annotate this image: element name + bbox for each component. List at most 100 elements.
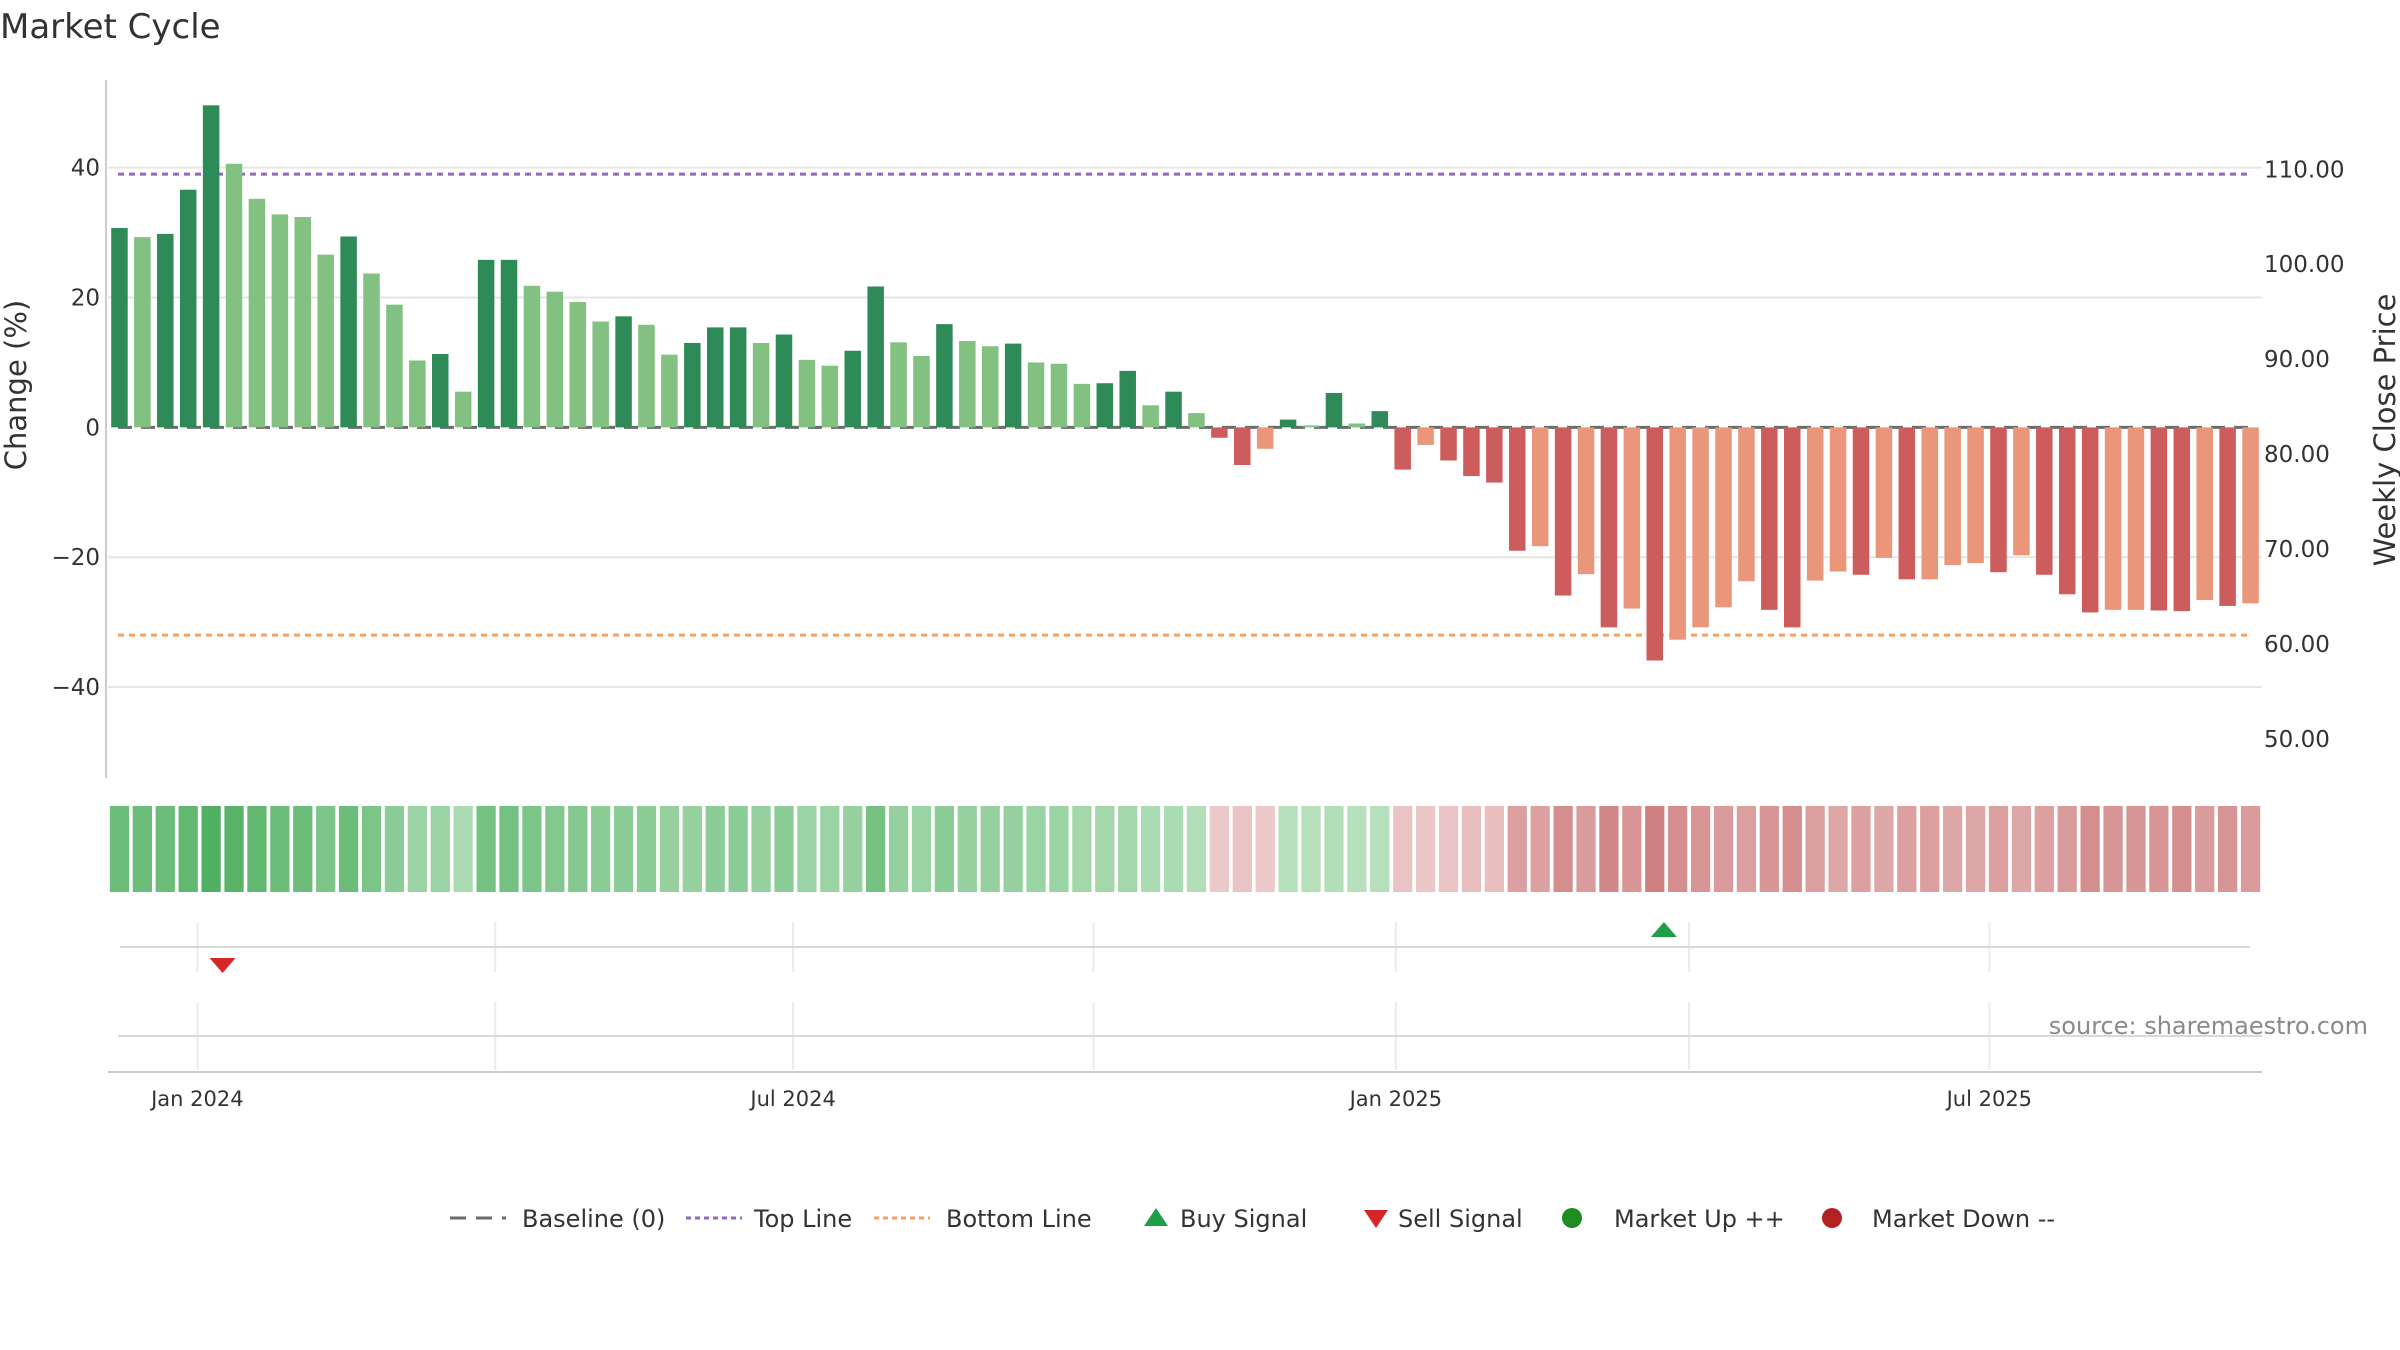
heat-cell xyxy=(1393,806,1413,892)
chart-title: Market Cycle xyxy=(0,7,221,47)
bar xyxy=(661,354,678,428)
heat-cell xyxy=(1118,806,1138,892)
heat-cell xyxy=(2172,806,2192,892)
bar xyxy=(1188,413,1205,428)
heat-cell xyxy=(316,806,336,892)
bar xyxy=(913,355,930,428)
heat-cell xyxy=(1347,806,1367,892)
heat-cell xyxy=(2149,806,2169,892)
bar xyxy=(1623,427,1641,609)
green-circle-icon xyxy=(1562,1208,1582,1228)
bar xyxy=(202,105,220,428)
bar xyxy=(1783,427,1801,628)
y-right-tick-label: 50.00 xyxy=(2264,727,2330,753)
bar xyxy=(890,342,907,428)
bar xyxy=(1646,427,1664,661)
bar xyxy=(271,214,289,428)
heat-cell xyxy=(1736,806,1757,892)
bar xyxy=(1119,370,1136,428)
heat-cell xyxy=(591,806,611,892)
heat-cell xyxy=(522,806,542,892)
y-left-tick-label: −40 xyxy=(51,675,100,701)
heat-cell xyxy=(2240,806,2261,892)
bar xyxy=(500,259,518,428)
bar xyxy=(2013,427,2030,556)
sell-signal-marker xyxy=(209,958,236,973)
right-y-axis: 110.00 100.00 90.00 80.00 70.00 60.00 50.00 xyxy=(2264,157,2344,753)
heat-cell xyxy=(2080,806,2100,892)
y-right-tick-label: 110.00 xyxy=(2264,157,2344,183)
heat-cell xyxy=(659,806,680,892)
heat-cell xyxy=(2057,806,2077,892)
bar xyxy=(1806,427,1824,581)
bar xyxy=(1577,427,1595,575)
bar xyxy=(157,233,174,428)
bar xyxy=(706,327,724,428)
red-circle-icon xyxy=(1822,1208,1842,1228)
heat-cell xyxy=(1965,806,1986,892)
bar xyxy=(432,354,449,428)
bar xyxy=(546,291,564,428)
legend-label: Market Down -- xyxy=(1872,1205,2055,1233)
heat-cell xyxy=(1095,806,1115,892)
bar xyxy=(225,163,243,428)
bar xyxy=(2104,427,2122,610)
y-right-tick-label: 100.00 xyxy=(2264,252,2344,278)
bar xyxy=(981,346,999,428)
bar xyxy=(2196,427,2213,601)
legend-label: Market Up ++ xyxy=(1614,1205,1785,1233)
bar xyxy=(752,342,770,428)
heat-cell xyxy=(774,806,794,892)
heat-cell xyxy=(1690,806,1711,892)
heat-cell xyxy=(1507,806,1527,892)
y-right-tick-label: 90.00 xyxy=(2264,347,2330,373)
bar xyxy=(1554,427,1572,596)
bar xyxy=(821,365,839,428)
y-right-tick-label: 60.00 xyxy=(2264,632,2330,658)
heat-cell xyxy=(1141,806,1161,892)
legend-item: Bottom Line xyxy=(874,1205,1092,1233)
heat-cell xyxy=(247,806,267,892)
left-y-axis: 40 20 0 −20 −40 xyxy=(51,156,100,701)
heat-cell xyxy=(270,806,290,892)
heat-cell xyxy=(1576,806,1596,892)
heat-cell xyxy=(499,806,519,892)
bar xyxy=(1325,392,1343,428)
bar xyxy=(1073,383,1091,428)
heat-cell xyxy=(201,806,221,892)
bar xyxy=(523,285,541,428)
bar xyxy=(1211,427,1228,438)
bar xyxy=(2127,427,2145,610)
bar xyxy=(340,236,357,428)
heat-cell xyxy=(888,806,909,892)
heat-cell xyxy=(338,806,359,892)
bar xyxy=(1004,343,1022,428)
bar xyxy=(1348,423,1366,428)
bar xyxy=(477,259,495,428)
heat-cell xyxy=(751,806,771,892)
bar xyxy=(386,304,403,428)
bar xyxy=(1256,427,1274,449)
heat-cell xyxy=(636,806,657,892)
legend-item: Sell Signal xyxy=(1364,1205,1523,1233)
y-left-tick-label: 40 xyxy=(71,156,100,182)
heat-cell xyxy=(1026,806,1046,892)
x-tick-label: Jan 2025 xyxy=(1348,1087,1443,1111)
bar xyxy=(1394,427,1411,470)
bar xyxy=(798,359,816,428)
heat-cell xyxy=(2126,806,2146,892)
heat-cell xyxy=(361,806,382,892)
heat-cell xyxy=(1072,806,1092,892)
heat-cell xyxy=(682,806,702,892)
heat-cell xyxy=(1186,806,1207,892)
heat-cell xyxy=(1622,806,1642,892)
legend-item: Top Line xyxy=(686,1205,852,1233)
bar xyxy=(844,350,861,428)
bar xyxy=(1463,427,1480,477)
bar xyxy=(363,273,380,428)
bar xyxy=(1829,427,1847,572)
x-tick-label: Jul 2025 xyxy=(1945,1087,2032,1111)
heat-cell xyxy=(2103,806,2123,892)
bar xyxy=(1967,427,1984,564)
legend: Baseline (0) Top Line Bottom Line Buy Signa… xyxy=(450,1205,2055,1233)
